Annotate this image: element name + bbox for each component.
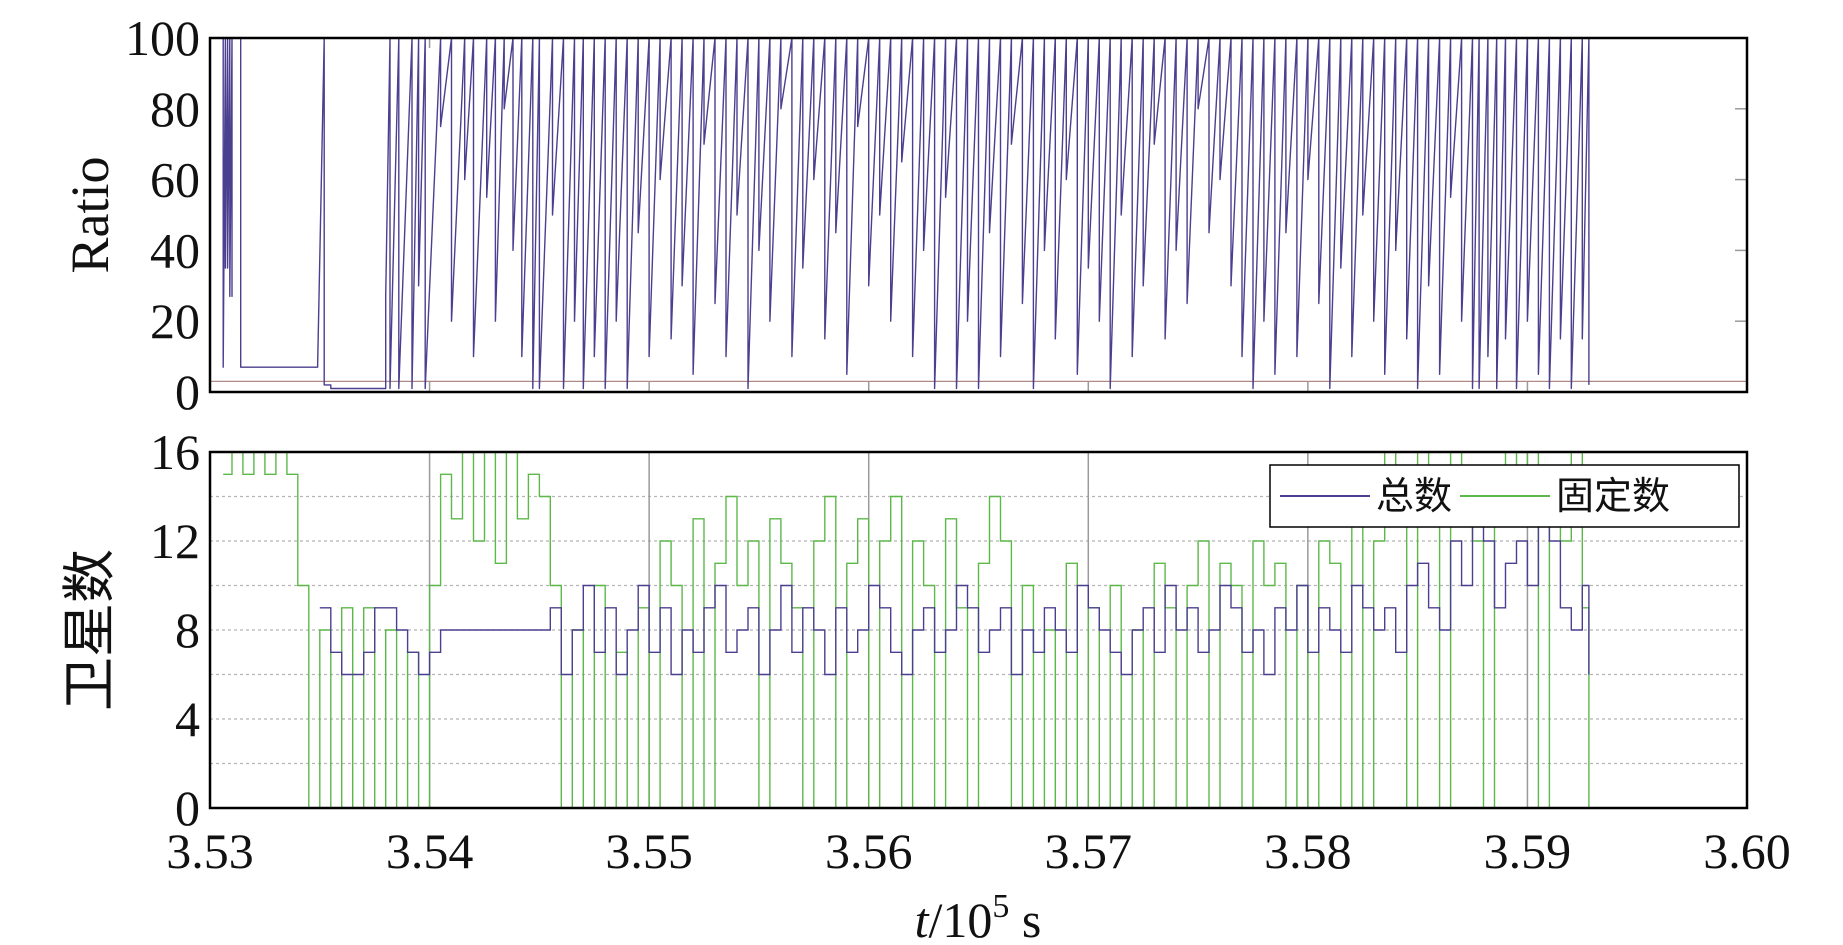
satellite-y-tick-label: 16 [150,424,200,480]
x-tick-label: 3.56 [825,823,913,879]
ratio-panel: 0 20 40 60 80 100 Ratio [60,10,1749,420]
ratio-series [222,37,1590,390]
legend-label-fixed: 固定数 [1556,474,1670,518]
legend: 总数 固定数 [1269,464,1740,528]
ratio-plot-frame [208,36,1749,394]
satellite-y-tick-label: 0 [175,780,200,836]
x-axis-label-var: t [915,892,930,945]
satellite-plot-frame [208,450,1749,810]
x-tick-label: 3.57 [1045,823,1133,879]
x-tick-label: 3.55 [605,823,693,879]
ratio-y-axis-label: Ratio [60,157,120,274]
x-axis-label-unit: s [1009,892,1041,945]
ratio-y-tick-label: 40 [150,222,200,278]
satellite-series-line-total [319,518,1590,676]
x-axis-label: t/105 s [915,888,1042,945]
ratio-y-tick-label: 80 [150,81,200,137]
satellite-y-axis-label: 卫星数 [60,549,120,711]
x-tick-label: 3.60 [1703,823,1791,879]
legend-label-total: 总数 [1376,474,1452,518]
x-axis-label-exponent: 5 [992,888,1009,925]
ratio-y-tick-label: 100 [125,10,200,66]
satellite-y-tick-label: 4 [175,691,200,747]
x-tick-label: 3.58 [1264,823,1352,879]
x-tick-label: 3.53 [166,823,254,879]
x-axis-label-base: /10 [929,892,993,945]
satellite-panel: 0 4 8 12 16 3.53 3.54 3.55 3.56 3.57 3.58 3.59 3.60… [60,424,1791,879]
ratio-y-ticks: 0 20 40 60 80 100 [125,10,200,420]
satellite-x-ticks: 3.53 3.54 3.55 3.56 3.57 3.58 3.59 3.60 [166,823,1791,879]
ratio-series-line [222,37,1590,390]
x-tick-label: 3.59 [1484,823,1572,879]
satellite-y-ticks: 0 4 8 12 16 [150,424,200,836]
ratio-y-tick-label: 60 [150,152,200,208]
x-tick-label: 3.54 [386,823,474,879]
ratio-y-tick-label: 0 [175,364,200,420]
satellite-y-tick-label: 12 [150,513,200,569]
satellite-y-tick-label: 8 [175,602,200,658]
ratio-y-tick-label: 20 [150,293,200,349]
